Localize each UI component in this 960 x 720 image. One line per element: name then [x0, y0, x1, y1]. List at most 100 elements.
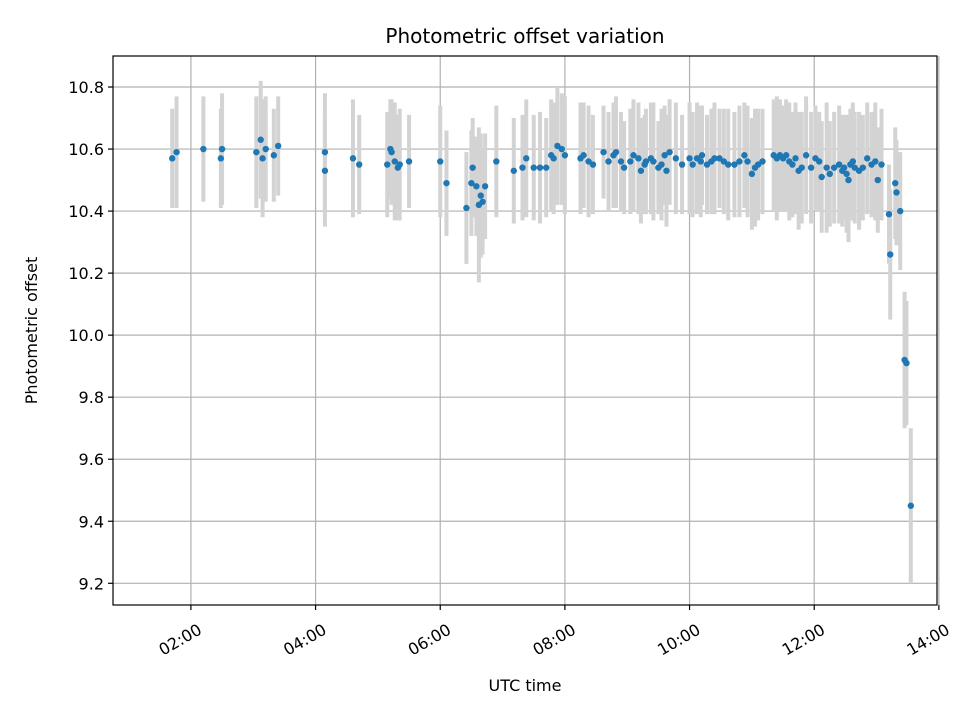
y-tick-label: 9.2 — [79, 574, 104, 593]
data-point — [672, 155, 680, 162]
data-point — [356, 161, 363, 168]
data-point — [744, 158, 751, 165]
data-point — [468, 179, 475, 187]
y-axis-title: Photometric offset — [22, 257, 41, 405]
data-point — [885, 210, 893, 218]
data-point — [840, 164, 848, 171]
data-point — [903, 359, 910, 367]
data-point — [443, 179, 450, 187]
data-point — [635, 155, 642, 162]
data-point — [818, 173, 825, 181]
data-point — [798, 164, 805, 171]
data-point — [321, 148, 329, 156]
x-tick-label: 08:00 — [529, 620, 578, 660]
data-point — [724, 161, 732, 168]
data-point — [872, 158, 879, 165]
data-point — [863, 155, 871, 162]
data-point — [698, 152, 706, 159]
data-point — [815, 158, 823, 165]
data-point — [907, 502, 915, 509]
data-point — [558, 145, 565, 153]
data-point — [789, 161, 796, 168]
data-point — [530, 164, 537, 171]
x-tick-label: 14:00 — [903, 620, 952, 660]
data-point — [792, 155, 799, 162]
data-point — [620, 164, 628, 171]
data-point — [617, 158, 625, 165]
x-tick-label: 04:00 — [280, 620, 329, 660]
data-point — [878, 161, 885, 168]
data-point — [642, 158, 650, 165]
data-point — [479, 198, 486, 205]
data-point — [650, 158, 657, 165]
data-point — [600, 148, 607, 156]
data-point — [859, 164, 867, 171]
data-point — [523, 155, 530, 162]
data-point — [736, 158, 743, 165]
data-point — [612, 148, 620, 156]
data-point — [748, 170, 756, 178]
data-point — [473, 183, 480, 190]
data-point — [658, 161, 665, 168]
data-point — [802, 152, 810, 159]
data-point — [270, 152, 278, 159]
data-point — [542, 164, 550, 171]
data-point — [807, 164, 815, 171]
data-point — [262, 145, 269, 153]
y-tick-label: 10.0 — [68, 326, 104, 345]
y-tick-label: 10.8 — [68, 78, 104, 97]
data-point — [731, 161, 738, 168]
data-point — [630, 152, 637, 159]
data-point — [589, 161, 597, 168]
y-tick-label: 9.8 — [79, 388, 104, 407]
y-tick-label: 10.4 — [68, 202, 104, 221]
data-point — [349, 155, 357, 162]
x-tick-label: 12:00 — [779, 620, 828, 660]
data-point — [759, 158, 766, 165]
data-point — [661, 152, 668, 159]
x-tick-label: 10:00 — [654, 620, 703, 660]
chart-title: Photometric offset variation — [385, 24, 664, 48]
error-bars — [170, 80, 913, 584]
y-tick-label: 9.6 — [79, 450, 104, 469]
data-point — [274, 142, 282, 150]
data-point — [711, 155, 718, 162]
data-point — [663, 167, 670, 174]
data-point — [200, 145, 207, 153]
data-point — [843, 170, 850, 178]
data-point — [469, 164, 476, 171]
data-point — [510, 167, 517, 174]
x-axis-ticks: 02:00 04:00 06:00 08:00 10:00 12:00 14:00 — [155, 605, 953, 660]
data-point — [384, 161, 391, 168]
data-points — [169, 136, 915, 509]
data-point — [782, 152, 790, 159]
data-point — [823, 164, 830, 171]
data-point — [849, 158, 857, 165]
y-tick-label: 9.4 — [79, 512, 104, 531]
data-point — [741, 152, 748, 159]
data-point — [689, 161, 696, 168]
data-point — [257, 136, 264, 143]
data-point — [605, 158, 612, 165]
y-axis-ticks: 9.2 9.4 9.6 9.8 10.0 10.2 10.4 10.6 10.8 — [68, 78, 113, 593]
data-point — [481, 183, 489, 190]
data-point — [169, 155, 176, 162]
y-tick-label: 10.6 — [68, 140, 104, 159]
data-point — [678, 161, 686, 168]
data-point — [686, 155, 693, 162]
data-point — [826, 170, 833, 178]
data-point — [217, 155, 225, 162]
data-point — [173, 148, 180, 156]
data-point — [463, 204, 470, 212]
x-tick-label: 06:00 — [405, 620, 454, 660]
data-point — [666, 148, 673, 156]
data-point — [845, 176, 852, 184]
data-point — [697, 158, 704, 165]
data-point — [893, 189, 900, 196]
data-point — [493, 158, 500, 165]
data-point — [830, 164, 838, 171]
x-axis-title: UTC time — [489, 676, 562, 695]
data-point — [580, 152, 587, 159]
data-point — [259, 155, 266, 162]
